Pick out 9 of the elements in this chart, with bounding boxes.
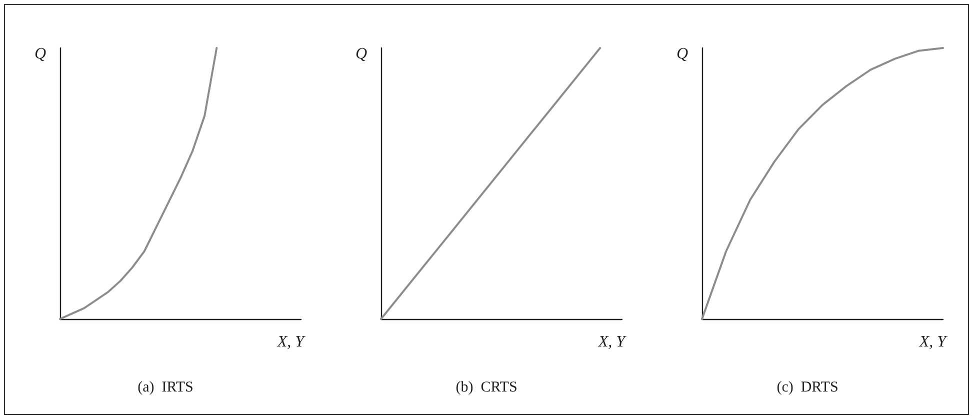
y-axis-title: Q bbox=[355, 46, 368, 62]
x-axis-title: X, Y bbox=[597, 334, 628, 350]
x-axis-title: X, Y bbox=[276, 334, 306, 350]
x-axis-title: X, Y bbox=[918, 334, 948, 350]
text: (c) DRTS bbox=[776, 380, 838, 396]
y-axis-title: Q bbox=[34, 46, 46, 62]
y-axis-title: Q bbox=[676, 46, 688, 62]
text: (a) IRTS bbox=[138, 380, 194, 396]
text: (b) CRTS bbox=[456, 380, 518, 396]
